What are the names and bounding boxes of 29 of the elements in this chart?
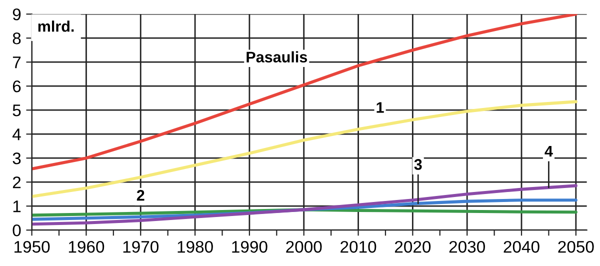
x-tick-label: 1970	[123, 240, 159, 253]
x-tick-label: 1960	[68, 240, 104, 253]
x-tick-label: 2010	[340, 240, 376, 253]
text: 3	[414, 159, 422, 170]
x-tick-label: 2020	[394, 240, 431, 253]
y-axis-title: mlrd.	[38, 20, 74, 32]
y-tick-label: 7	[12, 56, 21, 68]
y-tick-label: 6	[12, 80, 21, 92]
y-tick-label: 5	[12, 104, 21, 116]
y-tick-label: 0	[12, 224, 21, 236]
x-tick-label: 1990	[232, 240, 268, 253]
line-series	[32, 14, 578, 170]
y-tick-label: 3	[12, 152, 21, 164]
text: 4	[544, 146, 553, 157]
x-tick-label: 1980	[178, 240, 213, 253]
x-tick-label: 2000	[286, 240, 322, 253]
y-tick-label: 1	[13, 200, 21, 212]
line-series	[32, 184, 578, 226]
y-tick-label: 4	[12, 128, 21, 140]
x-tick-label: 2040	[504, 240, 540, 253]
y-tick-label: 9	[12, 8, 21, 20]
series-label: 2	[136, 190, 144, 201]
y-tick-label: 2	[12, 176, 21, 188]
x-tick-label: 2050	[558, 240, 594, 253]
x-tick-label: 1950	[14, 240, 50, 253]
x-tick-label: 2030	[449, 240, 485, 253]
series-label: Pasaulis	[246, 51, 308, 62]
series-label: 1	[376, 102, 384, 113]
y-tick-label: 8	[12, 32, 21, 44]
